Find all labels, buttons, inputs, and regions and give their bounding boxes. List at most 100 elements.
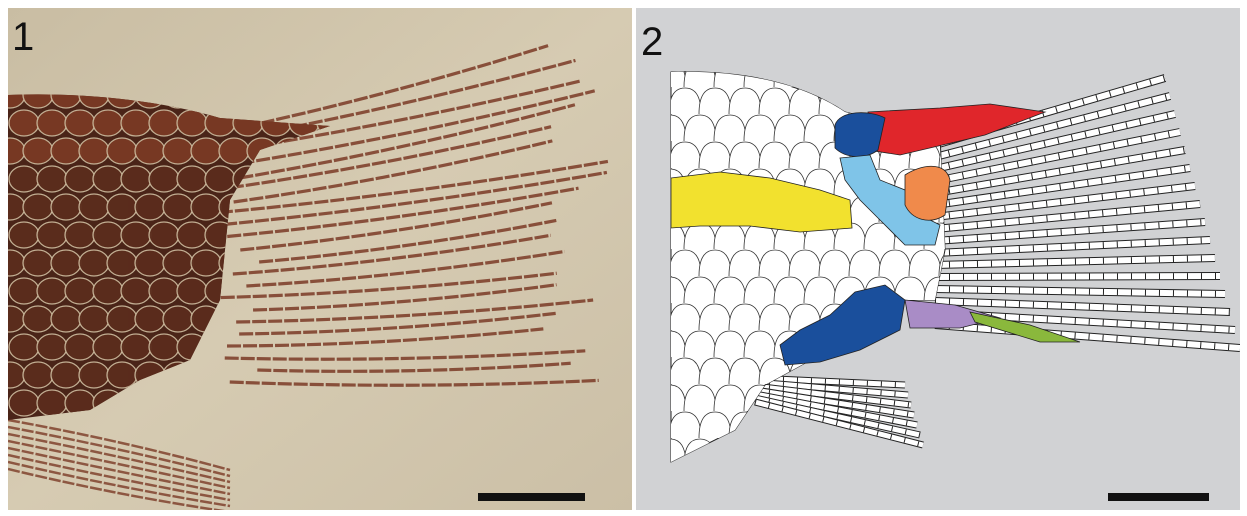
scale bbox=[671, 71, 687, 88]
scale bbox=[176, 109, 208, 137]
yellow-scales bbox=[670, 171, 853, 233]
scale bbox=[788, 141, 822, 169]
scale bbox=[8, 249, 26, 277]
photo-panel bbox=[8, 8, 632, 510]
fin-ray bbox=[8, 418, 231, 472]
scale bbox=[908, 249, 942, 277]
scale bbox=[671, 114, 687, 142]
scale bbox=[22, 305, 54, 333]
fin-ray bbox=[239, 311, 556, 336]
ray-fill bbox=[754, 387, 915, 418]
scale bbox=[190, 193, 222, 221]
scale bbox=[8, 389, 40, 417]
scale bbox=[728, 141, 762, 169]
scale bbox=[36, 109, 68, 137]
ray-joints bbox=[934, 165, 1191, 208]
scale bbox=[92, 221, 124, 249]
scale bbox=[683, 276, 717, 304]
scale bbox=[218, 137, 250, 165]
scale bbox=[683, 114, 717, 142]
panel-label: 2 bbox=[641, 20, 663, 64]
blue-scale bbox=[834, 112, 886, 157]
scale bbox=[728, 87, 762, 115]
scale bbox=[671, 438, 687, 463]
scale bbox=[162, 249, 194, 277]
scale bbox=[743, 276, 777, 304]
scale bbox=[120, 277, 152, 305]
fin-ray bbox=[236, 298, 594, 324]
scale bbox=[758, 303, 792, 331]
ray-fill bbox=[934, 286, 1226, 297]
scale bbox=[8, 109, 40, 137]
scale-bar bbox=[478, 493, 585, 501]
fin-ray bbox=[8, 460, 231, 508]
fin-ray bbox=[8, 467, 226, 510]
fin-ray bbox=[224, 349, 586, 361]
scale bbox=[134, 137, 166, 165]
scale bbox=[106, 137, 138, 165]
scale bbox=[728, 303, 762, 331]
fin-ray bbox=[240, 201, 553, 252]
ray-joints bbox=[934, 147, 1186, 196]
scale bbox=[162, 137, 194, 165]
panel-label: 1 bbox=[12, 15, 34, 59]
scale bbox=[8, 193, 26, 221]
ray-fill bbox=[934, 273, 1221, 280]
scale bbox=[64, 333, 96, 361]
scale bbox=[36, 277, 68, 305]
scale bbox=[120, 221, 152, 249]
scale bbox=[50, 193, 82, 221]
scale bbox=[92, 333, 124, 361]
ray-fill bbox=[754, 383, 912, 408]
scale bbox=[773, 276, 807, 304]
ray-fill bbox=[754, 379, 909, 398]
fin-ray bbox=[8, 453, 231, 502]
scale bbox=[78, 249, 110, 277]
scale bbox=[788, 249, 822, 277]
colored-scales bbox=[670, 103, 1081, 366]
ray-fill bbox=[934, 93, 1171, 160]
scale bbox=[671, 249, 702, 277]
scale bbox=[671, 276, 687, 304]
scale bbox=[176, 221, 208, 249]
fin-ray bbox=[204, 271, 557, 300]
fin-ray bbox=[258, 218, 557, 264]
scale bbox=[36, 333, 68, 361]
scale bbox=[120, 165, 152, 193]
fin-ray bbox=[239, 103, 576, 180]
scale bbox=[8, 305, 26, 333]
scale bbox=[671, 357, 702, 385]
fin-ray bbox=[213, 125, 552, 192]
fin-ray bbox=[257, 361, 571, 373]
scale bbox=[36, 221, 68, 249]
scale bbox=[64, 165, 96, 193]
scale bbox=[64, 109, 96, 137]
scale bbox=[50, 137, 82, 165]
scale bbox=[818, 249, 852, 277]
scale bbox=[148, 165, 180, 193]
scale bbox=[64, 277, 96, 305]
scale bbox=[743, 330, 777, 358]
scale bbox=[106, 305, 138, 333]
scale bbox=[848, 249, 882, 277]
ray-fill bbox=[754, 391, 918, 428]
scale bbox=[92, 165, 124, 193]
scale bbox=[36, 389, 68, 417]
scale bbox=[698, 357, 732, 385]
ray-fill bbox=[934, 237, 1211, 256]
scale bbox=[176, 277, 208, 305]
fin-ray bbox=[233, 139, 553, 204]
ray-joints bbox=[934, 255, 1216, 268]
ray-joints bbox=[754, 395, 921, 438]
scale bbox=[50, 361, 82, 389]
scale bbox=[713, 330, 747, 358]
scale bbox=[713, 384, 747, 412]
scale bbox=[803, 276, 837, 304]
scale bbox=[120, 333, 152, 361]
fin-ray bbox=[211, 186, 579, 240]
scale bbox=[78, 361, 110, 389]
scale bbox=[698, 87, 732, 115]
scale bbox=[728, 249, 762, 277]
fin-ray bbox=[227, 327, 544, 348]
scale bbox=[148, 333, 180, 361]
